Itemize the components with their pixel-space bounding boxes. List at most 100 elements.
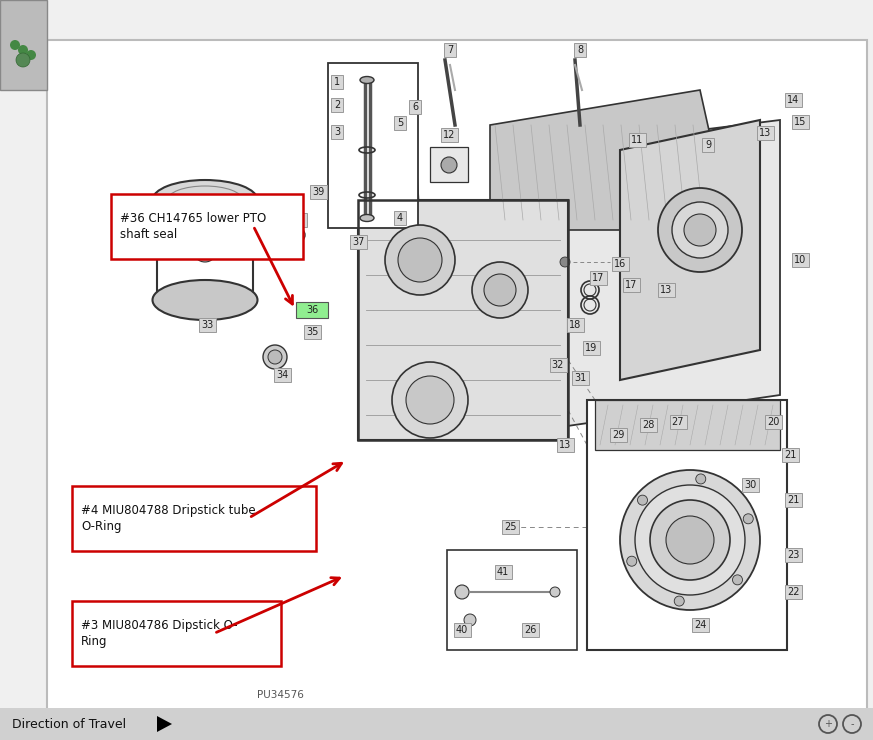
Circle shape — [732, 575, 743, 585]
Text: #36 CH14765 lower PTO
shaft seal: #36 CH14765 lower PTO shaft seal — [120, 212, 267, 241]
Circle shape — [392, 362, 468, 438]
Circle shape — [484, 274, 516, 306]
Bar — [349, 235, 367, 249]
Text: 2: 2 — [333, 100, 340, 110]
Bar — [587, 400, 787, 650]
Bar — [792, 253, 808, 267]
Text: 5: 5 — [397, 118, 403, 128]
Circle shape — [627, 556, 636, 566]
Text: #4 MIU804788 Dripstick tube
O-Ring: #4 MIU804788 Dripstick tube O-Ring — [81, 504, 256, 534]
Polygon shape — [490, 90, 720, 230]
Circle shape — [10, 40, 20, 50]
Text: 31: 31 — [574, 373, 586, 383]
Circle shape — [441, 157, 457, 173]
Bar — [501, 520, 519, 534]
Circle shape — [398, 238, 442, 282]
Circle shape — [637, 495, 648, 505]
Bar — [629, 133, 645, 147]
Text: 28: 28 — [642, 420, 654, 430]
Bar — [331, 125, 343, 139]
Bar — [296, 302, 328, 318]
Bar — [609, 428, 627, 442]
Text: 15: 15 — [794, 117, 806, 127]
Bar — [765, 415, 781, 429]
Bar — [785, 93, 801, 107]
Bar — [785, 585, 801, 599]
Polygon shape — [620, 120, 760, 380]
Bar — [290, 213, 306, 227]
Bar — [622, 278, 640, 292]
Text: 13: 13 — [559, 440, 571, 450]
Bar — [657, 283, 675, 297]
Text: -: - — [850, 719, 854, 729]
Text: #3 MIU804786 Dipstick O-
Ring: #3 MIU804786 Dipstick O- Ring — [81, 619, 237, 648]
Text: 8: 8 — [577, 45, 583, 55]
Text: 33: 33 — [201, 320, 213, 330]
Text: 29: 29 — [612, 430, 624, 440]
Circle shape — [26, 50, 36, 60]
Bar — [702, 138, 714, 152]
Circle shape — [550, 587, 560, 597]
Bar — [304, 325, 320, 339]
Bar — [0, 0, 47, 90]
Text: 21: 21 — [787, 495, 799, 505]
Text: 17: 17 — [592, 273, 604, 283]
Bar — [757, 126, 773, 140]
Circle shape — [696, 474, 705, 484]
Text: 6: 6 — [412, 102, 418, 112]
Text: 24: 24 — [694, 620, 706, 630]
Bar — [453, 623, 471, 637]
Bar — [310, 185, 327, 199]
Polygon shape — [540, 120, 780, 430]
Bar — [785, 548, 801, 562]
Text: 32: 32 — [552, 360, 564, 370]
FancyBboxPatch shape — [72, 601, 281, 666]
Circle shape — [635, 485, 745, 595]
Circle shape — [464, 614, 476, 626]
Bar — [444, 43, 456, 57]
Polygon shape — [157, 716, 172, 732]
Circle shape — [406, 376, 454, 424]
Text: 13: 13 — [759, 128, 771, 138]
Text: 4: 4 — [397, 213, 403, 223]
Bar — [582, 341, 600, 355]
Text: 10: 10 — [794, 255, 806, 265]
Bar — [574, 43, 586, 57]
Text: 1: 1 — [334, 77, 340, 87]
Bar — [792, 115, 808, 129]
Bar — [595, 400, 780, 450]
Text: 7: 7 — [447, 45, 453, 55]
Bar — [781, 448, 799, 462]
Text: 16: 16 — [614, 259, 626, 269]
Text: 11: 11 — [631, 135, 643, 145]
Circle shape — [455, 585, 469, 599]
Text: PU34576: PU34576 — [257, 690, 304, 700]
Bar — [670, 415, 686, 429]
Ellipse shape — [360, 76, 374, 84]
Circle shape — [16, 53, 30, 67]
Text: 37: 37 — [352, 237, 364, 247]
Text: 20: 20 — [766, 417, 780, 427]
Text: 19: 19 — [585, 343, 597, 353]
Bar — [430, 147, 468, 182]
Text: 23: 23 — [787, 550, 799, 560]
Bar — [198, 318, 216, 332]
Bar — [358, 200, 568, 440]
Text: 17: 17 — [625, 280, 637, 290]
Text: 35: 35 — [306, 327, 318, 337]
Text: 26: 26 — [524, 625, 536, 635]
Bar — [0, 708, 873, 740]
Ellipse shape — [360, 215, 374, 221]
Bar — [572, 371, 588, 385]
Circle shape — [193, 238, 217, 262]
Text: 30: 30 — [744, 480, 756, 490]
Bar — [521, 623, 539, 637]
Text: 3: 3 — [334, 127, 340, 137]
Bar — [331, 98, 343, 112]
Bar — [589, 271, 607, 285]
Circle shape — [650, 500, 730, 580]
Text: 36: 36 — [306, 305, 318, 315]
Ellipse shape — [153, 180, 258, 220]
Bar — [494, 565, 512, 579]
Circle shape — [666, 516, 714, 564]
